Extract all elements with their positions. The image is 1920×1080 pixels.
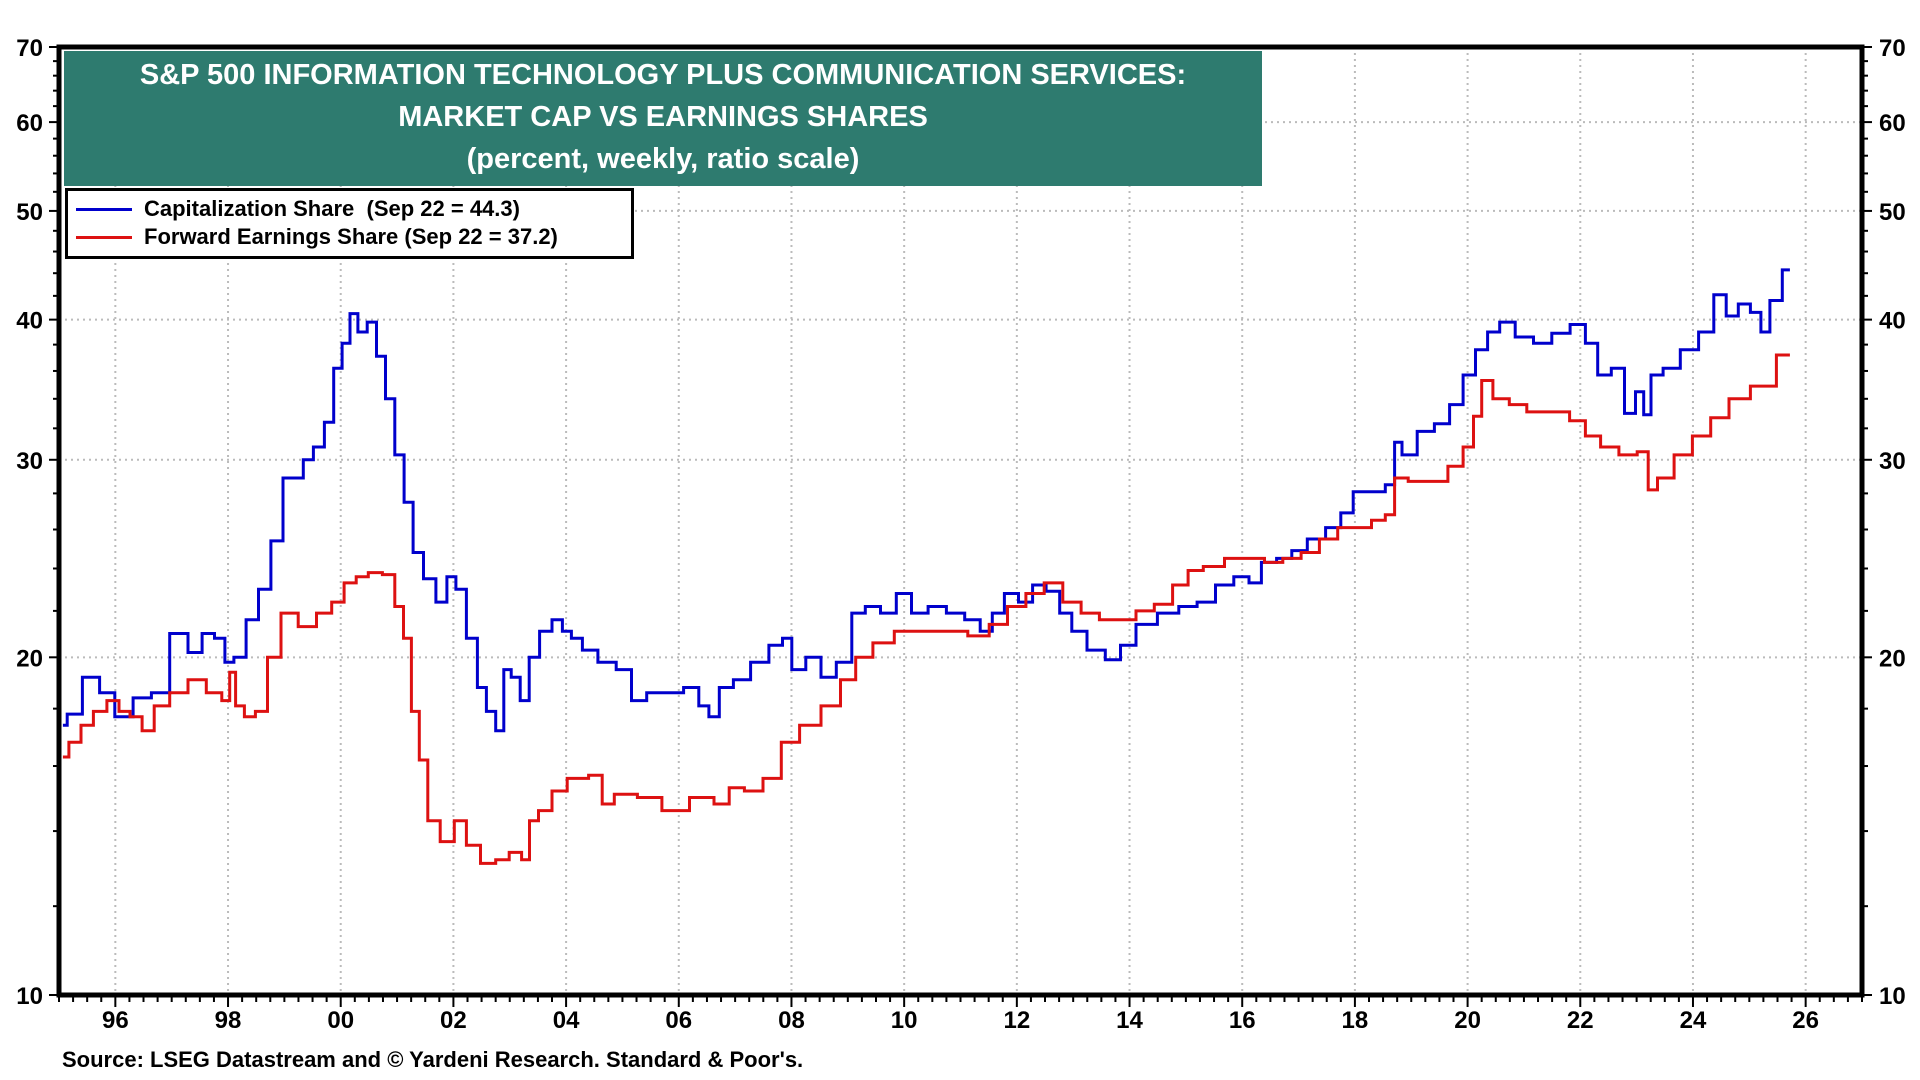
- right-y-axis-labels: 10 20 30 40 50 60 70: [1879, 35, 1906, 1010]
- x-tick-label: 02: [440, 1007, 467, 1034]
- y-tick-label-left: 20: [16, 645, 43, 672]
- axes: [49, 44, 1872, 1007]
- x-tick-label: 96: [102, 1007, 129, 1034]
- legend: Capitalization Share (Sep 22 = 44.3) For…: [65, 188, 634, 259]
- legend-swatch-red: [76, 235, 132, 239]
- y-tick-label-right: 40: [1879, 308, 1906, 335]
- chart-title: S&P 500 INFORMATION TECHNOLOGY PLUS COMM…: [139, 59, 1187, 91]
- legend-label: Capitalization Share (Sep 22 = 44.3): [144, 196, 520, 221]
- chart-title-box: S&P 500 INFORMATION TECHNOLOGY PLUS COMM…: [64, 51, 1262, 186]
- y-tick-label-right: 10: [1879, 983, 1906, 1010]
- x-tick-label: 08: [778, 1007, 805, 1034]
- x-tick-label: 20: [1454, 1007, 1481, 1034]
- series-lines: [62, 268, 1790, 865]
- chart-subtitle-units: (percent, weekly, ratio scale): [466, 143, 860, 175]
- y-tick-label-left: 50: [16, 199, 43, 226]
- series-line-capitalization-share: [62, 268, 1790, 733]
- x-tick-label: 98: [215, 1007, 242, 1034]
- y-tick-label-left: 40: [16, 308, 43, 335]
- y-tick-label-right: 60: [1879, 110, 1906, 137]
- x-tick-label: 12: [1003, 1007, 1030, 1034]
- y-tick-label-left: 30: [16, 448, 43, 475]
- x-tick-label: 04: [553, 1007, 580, 1034]
- legend-swatch-blue: [76, 207, 132, 211]
- chart-subtitle: MARKET CAP VS EARNINGS SHARES: [398, 101, 928, 133]
- y-tick-label-right: 30: [1879, 448, 1906, 475]
- x-tick-label: 14: [1116, 1007, 1143, 1034]
- y-tick-label-left: 10: [16, 983, 43, 1010]
- y-tick-label-right: 50: [1879, 199, 1906, 226]
- y-tick-label-right: 70: [1879, 35, 1906, 62]
- legend-item-capitalization-share: Capitalization Share (Sep 22 = 44.3): [76, 195, 520, 223]
- legend-label: Forward Earnings Share (Sep 22 = 37.2): [144, 224, 558, 249]
- legend-item-forward-earnings-share: Forward Earnings Share (Sep 22 = 37.2): [76, 223, 558, 251]
- source-note: Source: LSEG Datastream and © Yardeni Re…: [62, 1047, 804, 1072]
- x-tick-label: 22: [1567, 1007, 1594, 1034]
- x-tick-label: 10: [891, 1007, 918, 1034]
- x-tick-label: 24: [1680, 1007, 1707, 1034]
- left-y-axis-labels: 10 20 30 40 50 60 70: [16, 35, 43, 1010]
- y-tick-label-left: 60: [16, 110, 43, 137]
- x-tick-label: 16: [1229, 1007, 1256, 1034]
- x-tick-label: 00: [327, 1007, 354, 1034]
- x-tick-label: 06: [665, 1007, 692, 1034]
- x-tick-label: 26: [1792, 1007, 1819, 1034]
- x-axis-labels: 96 98 00 02 04 06 08 10 12 14 16 18 20 22 24 26: [102, 1007, 1819, 1034]
- y-tick-label-left: 70: [16, 35, 43, 62]
- x-tick-label: 18: [1342, 1007, 1369, 1034]
- series-line-forward-earnings-share: [62, 353, 1790, 865]
- y-tick-label-right: 20: [1879, 645, 1906, 672]
